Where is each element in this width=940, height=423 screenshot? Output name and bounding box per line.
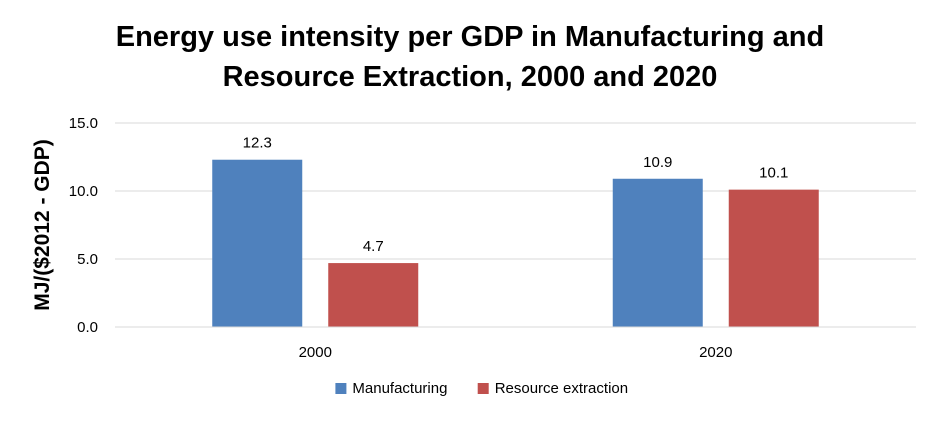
- y-tick-label: 10.0: [69, 183, 98, 200]
- data-labels: 12.3 4.7 10.9 10.1: [243, 135, 789, 255]
- y-tick-label: 0.0: [77, 319, 98, 336]
- y-axis-title: MJ/($2012 - GDP): [31, 139, 54, 311]
- bars: [212, 159, 819, 327]
- axes: 0.0 5.0 10.0 15.0 2000 2020: [69, 115, 916, 361]
- bar-manufacturing: [612, 178, 703, 327]
- legend-label-manufacturing: Manufacturing: [352, 380, 447, 397]
- y-tick-label: 15.0: [69, 115, 98, 132]
- data-label: 10.9: [643, 154, 672, 171]
- legend-swatch-resource-extraction: [477, 383, 489, 394]
- chart-title-line-1: Energy use intensity per GDP in Manufact…: [115, 21, 825, 53]
- x-tick-label: 2020: [699, 344, 732, 361]
- data-label: 12.3: [243, 135, 272, 152]
- data-label: 10.1: [759, 165, 788, 182]
- legend-swatch-manufacturing: [335, 383, 347, 394]
- bar-manufacturing: [212, 159, 303, 327]
- bar-resource-extraction: [328, 263, 419, 327]
- y-tick-label: 5.0: [77, 251, 98, 268]
- legend: Manufacturing Resource extraction: [335, 380, 628, 397]
- chart-title-line-2: Resource Extraction, 2000 and 2020: [222, 61, 718, 93]
- x-tick-label: 2000: [299, 344, 332, 361]
- data-label: 4.7: [363, 238, 384, 255]
- legend-label-resource-extraction: Resource extraction: [495, 380, 628, 397]
- bar-resource-extraction: [728, 189, 819, 327]
